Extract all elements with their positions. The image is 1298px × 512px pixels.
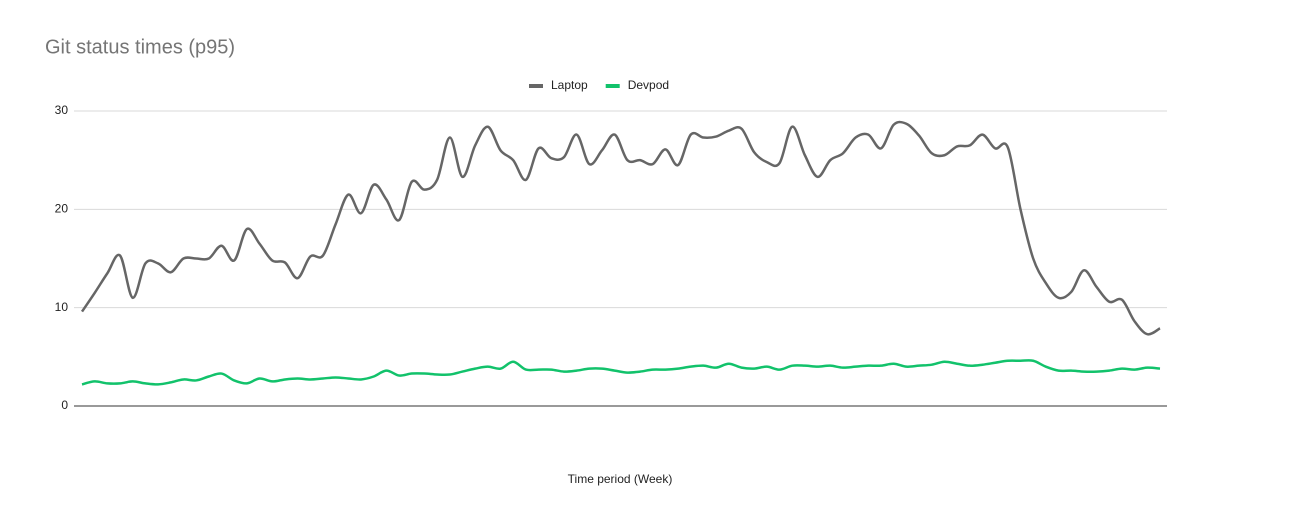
chart-title: Git status times (p95) <box>45 36 235 58</box>
y-tick-label: 20 <box>55 202 69 216</box>
legend-label: Laptop <box>551 78 588 92</box>
legend-label: Devpod <box>628 78 669 92</box>
line-series <box>80 120 1161 336</box>
y-tick-label: 30 <box>55 103 69 117</box>
y-tick-label: 10 <box>55 300 69 314</box>
line-series <box>81 359 1161 386</box>
y-tick-label: 0 <box>61 398 68 412</box>
x-axis-label: Time period (Week) <box>568 472 673 486</box>
